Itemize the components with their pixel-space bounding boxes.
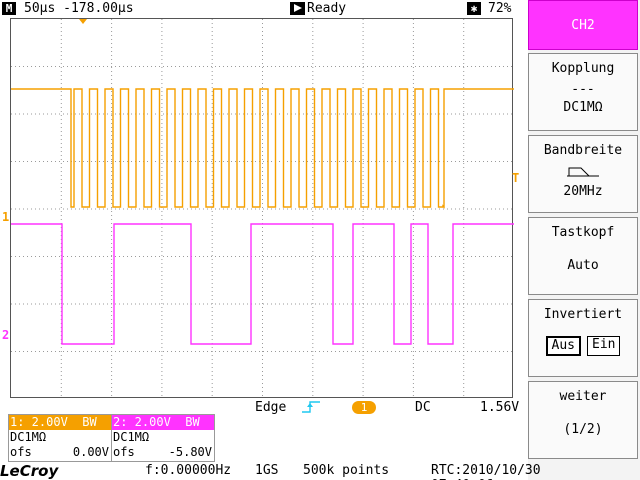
dc-coupling-icon: --- [571, 82, 595, 97]
waveform-canvas [11, 19, 514, 396]
bandwidth-button[interactable]: Bandbreite 20MHz [528, 135, 638, 213]
ch1-trace [11, 88, 514, 209]
bandwidth-value: 20MHz [563, 184, 603, 199]
snowflake-icon: ✱ [467, 2, 481, 15]
softkey-menu: CH2 Kopplung --- DC1MΩ Bandbreite 20MHz … [528, 0, 640, 480]
ch1-scale: 1: 2.00V BW [9, 415, 111, 430]
trigger-source-badge: 1 [352, 401, 376, 414]
waveform-display[interactable] [10, 18, 514, 398]
probe-value: Auto [567, 258, 599, 273]
coupling-title: Kopplung [551, 61, 615, 76]
channel-title: CH2 [571, 18, 595, 33]
ch2-scale: 2: 2.00V BW [112, 415, 214, 430]
more-page: (1/2) [563, 422, 603, 437]
trigger-info[interactable]: Edge 1 DC 1.56V [240, 399, 525, 415]
rising-edge-icon [300, 399, 322, 418]
trigger-type: Edge [255, 400, 287, 415]
trigger-coupling: DC [415, 400, 431, 415]
rtc-clock: RTC:2010/10/30 07:40:06 [431, 463, 541, 480]
more-title: weiter [559, 389, 607, 404]
brand-logo: LeCroy [0, 462, 59, 480]
probe-title: Tastkopf [551, 225, 615, 240]
trigger-level: 1.56V [480, 400, 520, 415]
channel-title-button[interactable]: CH2 [528, 0, 638, 50]
timebase-readout: 50µs -178.00µs [24, 1, 134, 16]
frequency-readout: f:0.00000Hz [145, 463, 232, 478]
lowpass-filter-icon [529, 164, 637, 182]
probe-button[interactable]: Tastkopf Auto [528, 217, 638, 295]
record-length: 500k points [303, 463, 390, 478]
ch1-coupling: DC1MΩ [10, 430, 47, 444]
ch2-level-marker[interactable]: 2 [2, 328, 10, 342]
status-bar: M 50µs -178.00µs Ready ✱ 72% [0, 0, 527, 17]
battery-level: 72% [488, 1, 512, 16]
invert-title: Invertiert [543, 307, 623, 322]
ch2-coupling: DC1MΩ [113, 430, 150, 444]
ch2-offset-label: ofs [113, 445, 135, 459]
ch1-info-box[interactable]: 1: 2.00V BW DC1MΩ ofs 0.00V [8, 414, 112, 462]
coupling-value: DC1MΩ [563, 100, 603, 115]
trigger-level-marker[interactable]: T [512, 171, 520, 185]
sample-rate: 1GS [255, 463, 279, 478]
ch2-offset-value: -5.80V [168, 445, 212, 459]
invert-on-option[interactable]: Ein [587, 336, 621, 356]
acquisition-state: Ready [307, 1, 347, 16]
bottom-status-bar: LeCroy f:0.00000Hz 1GS 500k points RTC:2… [0, 462, 541, 480]
ch1-offset-label: ofs [10, 445, 32, 459]
mode-icon: M [2, 2, 16, 15]
ch1-offset-value: 0.00V [72, 445, 109, 459]
invert-off-option[interactable]: Aus [545, 336, 581, 356]
ch1-level-marker[interactable]: 1 [2, 210, 10, 224]
coupling-button[interactable]: Kopplung --- DC1MΩ [528, 53, 638, 131]
more-button[interactable]: weiter (1/2) [528, 381, 638, 459]
trigger-position-icon [79, 19, 87, 24]
ch2-trace [11, 223, 514, 345]
bandwidth-title: Bandbreite [543, 143, 623, 158]
invert-button[interactable]: Invertiert Aus Ein [528, 299, 638, 377]
ch2-info-box[interactable]: 2: 2.00V BW DC1MΩ ofs -5.80V [111, 414, 215, 462]
play-icon[interactable] [290, 2, 305, 15]
